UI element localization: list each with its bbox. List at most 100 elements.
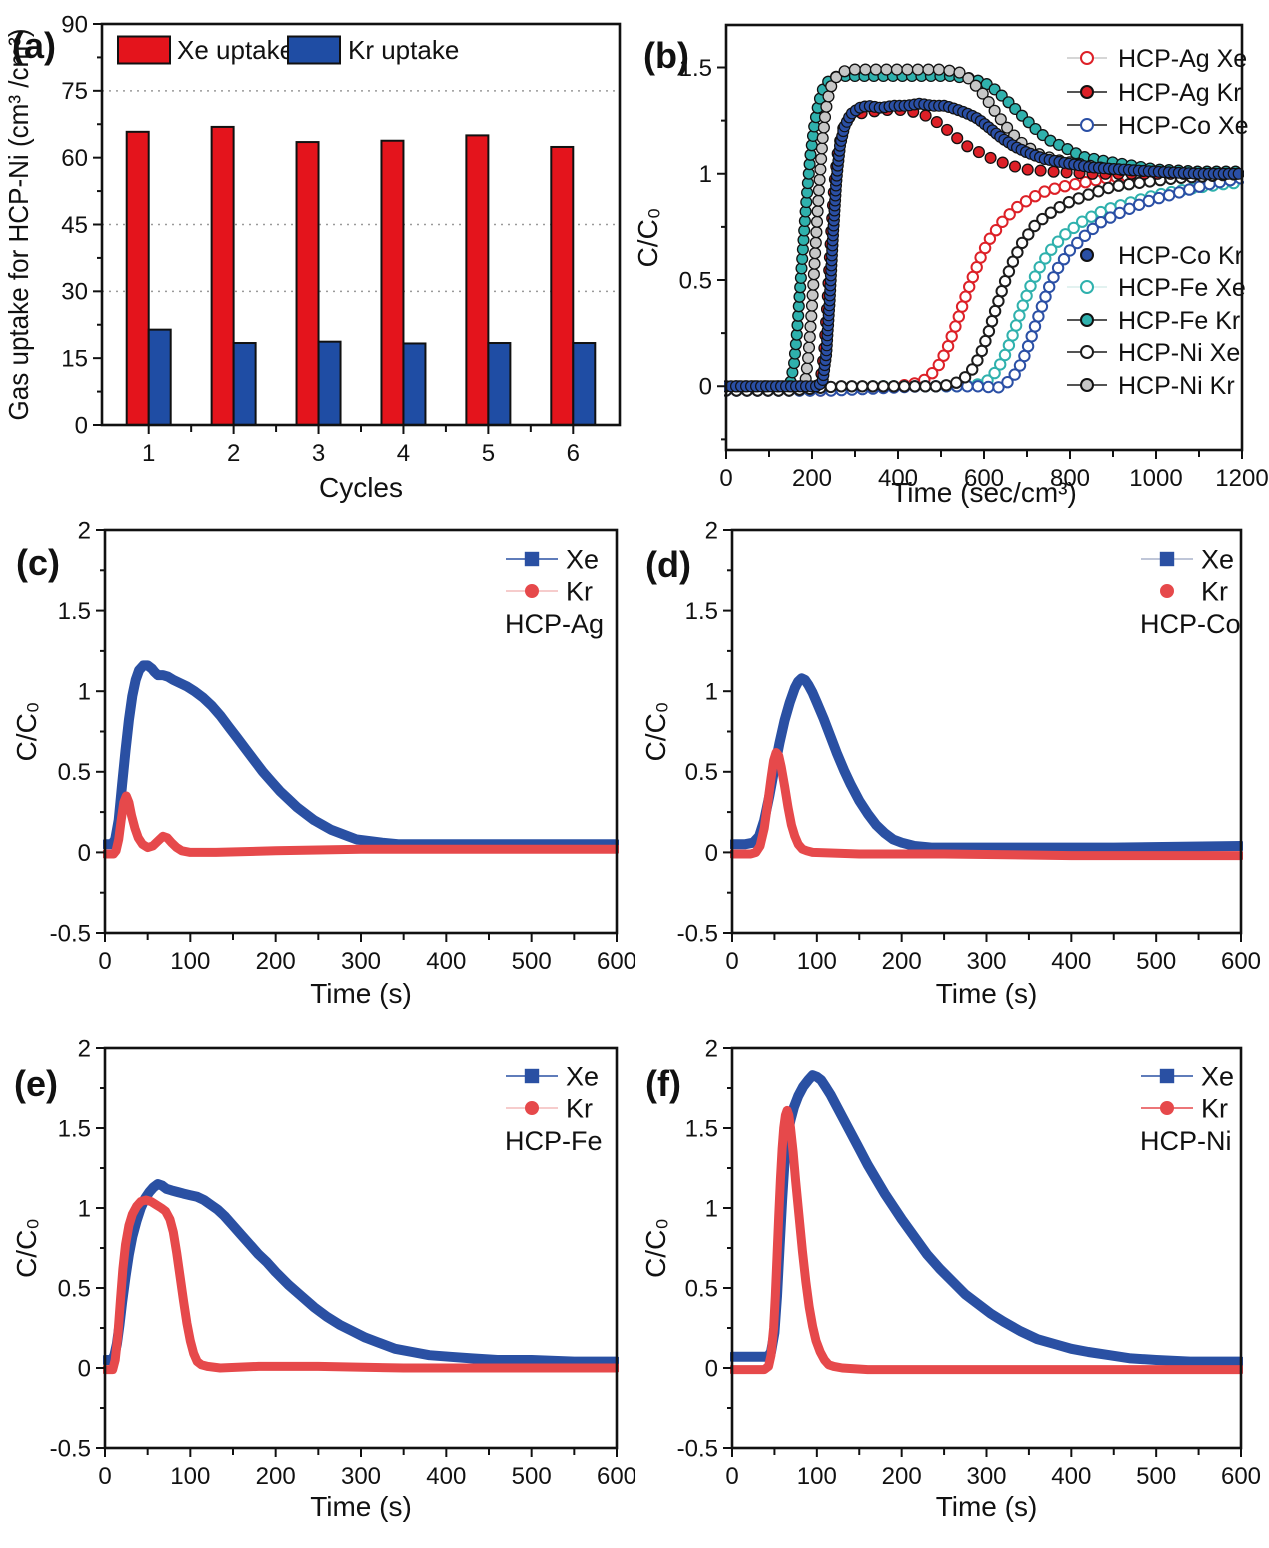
data-point <box>1063 244 1077 257</box>
data-point <box>971 380 985 393</box>
y-tick-label: 60 <box>61 145 88 172</box>
data-point <box>1019 195 1033 208</box>
y-tick-label: 1 <box>705 679 718 706</box>
data-point <box>1071 236 1084 250</box>
data-point <box>996 156 1009 169</box>
data-point <box>825 80 838 93</box>
panel-a: 1 2 3 4 5 6 0 15 30 45 60 75 90 Cycles Gas uptake for … <box>0 0 635 515</box>
y-tick-label: 1.5 <box>685 1115 718 1142</box>
y-axis-title: C/C₀ <box>11 702 42 762</box>
series-hcp-co-kr <box>724 97 1244 393</box>
data-point <box>1142 194 1155 208</box>
legend-label: Xe <box>566 544 599 574</box>
legend-label: Kr <box>1201 576 1228 606</box>
x-tick-label: 0 <box>725 1463 738 1490</box>
panel-f: 0 100 200 300 400 500 600 -0.5 0 0.5 1 1.5 2 Time (s)… <box>635 1032 1269 1548</box>
data-point <box>908 380 921 393</box>
bar <box>402 342 427 427</box>
panel-letter: (e) <box>14 1063 58 1104</box>
legend-label: Kr uptake <box>348 35 459 65</box>
x-tick-label: 500 <box>512 1463 552 1490</box>
legend-label: HCP-Ni Kr <box>1118 372 1235 400</box>
data-point <box>813 173 826 186</box>
series-kr-curve <box>103 1195 619 1375</box>
legend-label: HCP-Co Kr <box>1118 242 1243 270</box>
data-point <box>951 132 964 145</box>
data-point <box>835 380 848 393</box>
y-tick-label: 75 <box>61 78 88 105</box>
y-tick-label: 2 <box>78 1035 91 1062</box>
legend-label: HCP-Ag Kr <box>1118 79 1242 107</box>
data-point <box>952 310 965 323</box>
x-tick-label: 1 <box>142 440 155 467</box>
bar <box>210 125 235 426</box>
data-point <box>982 96 995 109</box>
data-point <box>1053 201 1066 214</box>
legend-label: HCP-Fe Kr <box>1118 307 1240 335</box>
data-point <box>974 251 987 264</box>
legend-marker-circle-icon <box>1080 85 1094 99</box>
legend-marker-circle-icon <box>1080 118 1094 132</box>
data-point <box>1069 178 1082 191</box>
data-point <box>1078 229 1092 243</box>
legend-marker-square-icon <box>524 1068 540 1084</box>
data-point <box>972 146 985 159</box>
xe-uptake-bars <box>125 125 575 427</box>
x-tick-label: 400 <box>426 1463 466 1490</box>
x-axis: 0 100 200 300 400 500 600 <box>98 933 635 975</box>
data-point <box>1033 261 1046 274</box>
data-point <box>1022 228 1035 241</box>
x-tick-label: 600 <box>1221 1463 1261 1490</box>
y-axis: 0 15 30 45 60 75 90 <box>61 11 102 439</box>
panel-letter: (d) <box>645 544 691 585</box>
data-point <box>845 380 859 393</box>
y-tick-label: 2 <box>705 517 718 544</box>
data-point <box>911 63 924 76</box>
y-tick-label: 1.5 <box>58 598 91 625</box>
curve <box>730 673 1243 853</box>
bar <box>572 342 597 427</box>
data-point <box>807 268 820 281</box>
data-point <box>1021 163 1034 176</box>
data-point <box>996 215 1009 229</box>
data-point <box>922 63 935 76</box>
series-kr-curve <box>103 791 619 859</box>
data-point <box>1008 160 1022 173</box>
y-tick-label: 0 <box>75 412 88 439</box>
data-point <box>820 100 833 113</box>
bar <box>295 141 320 426</box>
y-tick-label: 1 <box>699 161 712 188</box>
data-point <box>929 380 942 393</box>
data-point <box>804 320 817 333</box>
data-point <box>1013 309 1026 322</box>
data-point <box>984 151 997 164</box>
chart-b: 0 200 400 600 800 1000 1200 0 0.5 1 1.5 Time (sec/c… <box>635 23 1269 508</box>
legend-marker-circle-icon <box>1080 378 1094 392</box>
data-point <box>985 315 999 328</box>
data-point <box>983 232 997 245</box>
x-tick-label: 6 <box>567 440 580 467</box>
y-tick-label: 0 <box>705 840 718 867</box>
x-tick-label: 0 <box>98 1463 111 1490</box>
legend-swatch <box>287 35 341 65</box>
data-point <box>1021 340 1035 353</box>
data-point <box>830 71 843 84</box>
x-tick-label: 2 <box>227 440 240 467</box>
data-point <box>1057 253 1071 266</box>
data-point <box>1047 271 1060 284</box>
legend-swatch <box>117 35 171 65</box>
data-point <box>950 376 963 389</box>
legend-label: Kr <box>1201 1093 1228 1123</box>
data-point <box>959 290 972 303</box>
data-point <box>1009 319 1023 332</box>
data-point <box>817 121 830 134</box>
chart-d: 0 100 200 300 400 500 600 -0.5 0 0.5 1 1.5 2 Time (s)… <box>640 517 1261 1009</box>
data-point <box>932 358 945 372</box>
legend-label: Xe <box>1201 1061 1234 1091</box>
data-point <box>1048 182 1061 195</box>
material-label: HCP-Fe <box>505 1126 603 1156</box>
data-point <box>810 226 823 239</box>
data-point <box>1051 261 1065 275</box>
